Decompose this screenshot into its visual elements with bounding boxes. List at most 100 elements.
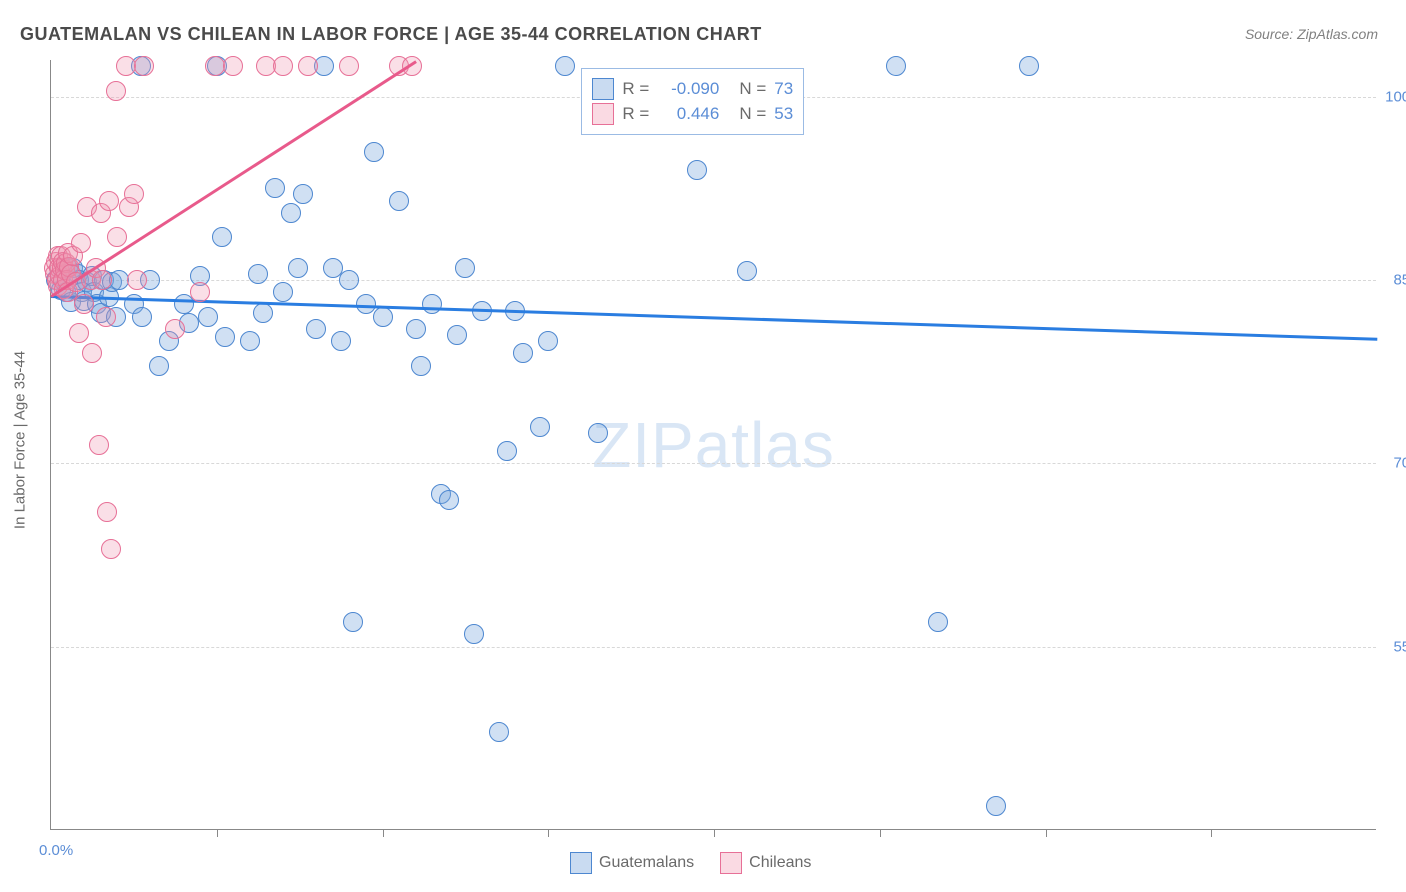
- data-point: [1019, 56, 1039, 76]
- data-point: [343, 612, 363, 632]
- data-point: [439, 490, 459, 510]
- legend-bottom: Guatemalans Chileans: [570, 852, 811, 874]
- data-point: [588, 423, 608, 443]
- data-point: [298, 56, 318, 76]
- data-point: [205, 56, 225, 76]
- gridline-h: [51, 647, 1376, 648]
- data-point: [389, 191, 409, 211]
- data-point: [293, 184, 313, 204]
- chart-title: GUATEMALAN VS CHILEAN IN LABOR FORCE | A…: [20, 24, 762, 45]
- x-tick: [1046, 829, 1047, 837]
- legend-bottom-item: Chileans: [720, 852, 811, 874]
- data-point: [190, 282, 210, 302]
- data-point: [530, 417, 550, 437]
- data-point: [127, 270, 147, 290]
- data-point: [106, 81, 126, 101]
- data-point: [422, 294, 442, 314]
- correlation-legend: R = -0.090N = 73R = 0.446N = 53: [581, 68, 804, 135]
- legend-n-value: 53: [774, 104, 793, 124]
- legend-swatch: [592, 103, 614, 125]
- data-point: [198, 307, 218, 327]
- data-point: [248, 264, 268, 284]
- x-axis-max-label: 80.0%: [1388, 842, 1406, 859]
- data-point: [215, 327, 235, 347]
- data-point: [306, 319, 326, 339]
- data-point: [253, 303, 273, 323]
- data-point: [513, 343, 533, 363]
- x-axis-min-label: 0.0%: [39, 842, 73, 859]
- legend-row: R = 0.446 N = 53: [592, 103, 793, 125]
- data-point: [411, 356, 431, 376]
- y-tick-label: 100.0%: [1381, 88, 1406, 105]
- source-attribution: Source: ZipAtlas.com: [1245, 26, 1378, 42]
- data-point: [331, 331, 351, 351]
- data-point: [165, 319, 185, 339]
- data-point: [96, 307, 116, 327]
- gridline-h: [51, 463, 1376, 464]
- data-point: [240, 331, 260, 351]
- y-tick-label: 55.0%: [1381, 638, 1406, 655]
- data-point: [69, 323, 89, 343]
- legend-r-label: R =: [622, 104, 649, 124]
- data-point: [538, 331, 558, 351]
- legend-r-label: R =: [622, 79, 649, 99]
- legend-series-label: Chileans: [749, 854, 811, 871]
- y-tick-label: 85.0%: [1381, 272, 1406, 289]
- data-point: [89, 435, 109, 455]
- data-point: [555, 56, 575, 76]
- data-point: [101, 539, 121, 559]
- data-point: [737, 261, 757, 281]
- legend-swatch: [570, 852, 592, 874]
- data-point: [339, 56, 359, 76]
- data-point: [464, 624, 484, 644]
- data-point: [116, 56, 136, 76]
- x-tick: [217, 829, 218, 837]
- data-point: [71, 233, 91, 253]
- data-point: [134, 56, 154, 76]
- data-point: [92, 270, 112, 290]
- data-point: [82, 343, 102, 363]
- legend-n-label: N =: [739, 79, 766, 99]
- data-point: [373, 307, 393, 327]
- data-point: [74, 294, 94, 314]
- data-point: [364, 142, 384, 162]
- data-point: [124, 184, 144, 204]
- data-point: [223, 56, 243, 76]
- data-point: [447, 325, 467, 345]
- data-point: [928, 612, 948, 632]
- legend-n-value: 73: [774, 79, 793, 99]
- data-point: [273, 56, 293, 76]
- x-tick: [548, 829, 549, 837]
- legend-series-label: Guatemalans: [599, 854, 694, 871]
- y-axis-label: In Labor Force | Age 35-44: [12, 351, 29, 529]
- data-point: [986, 796, 1006, 816]
- data-point: [99, 191, 119, 211]
- data-point: [265, 178, 285, 198]
- data-point: [288, 258, 308, 278]
- legend-r-value: 0.446: [657, 104, 719, 124]
- data-point: [886, 56, 906, 76]
- data-point: [149, 356, 169, 376]
- data-point: [107, 227, 127, 247]
- legend-bottom-item: Guatemalans: [570, 852, 694, 874]
- legend-swatch: [592, 78, 614, 100]
- legend-row: R = -0.090N = 73: [592, 78, 793, 100]
- data-point: [273, 282, 293, 302]
- x-tick: [1211, 829, 1212, 837]
- data-point: [489, 722, 509, 742]
- data-point: [281, 203, 301, 223]
- data-point: [497, 441, 517, 461]
- legend-n-label: N =: [739, 104, 766, 124]
- plot-area: ZIPatlas 55.0%70.0%85.0%100.0%0.0%80.0%R…: [50, 60, 1376, 830]
- watermark: ZIPatlas: [592, 408, 835, 482]
- data-point: [174, 294, 194, 314]
- data-point: [132, 307, 152, 327]
- data-point: [97, 502, 117, 522]
- data-point: [455, 258, 475, 278]
- x-tick: [714, 829, 715, 837]
- legend-swatch: [720, 852, 742, 874]
- data-point: [687, 160, 707, 180]
- x-tick: [880, 829, 881, 837]
- data-point: [212, 227, 232, 247]
- x-tick: [383, 829, 384, 837]
